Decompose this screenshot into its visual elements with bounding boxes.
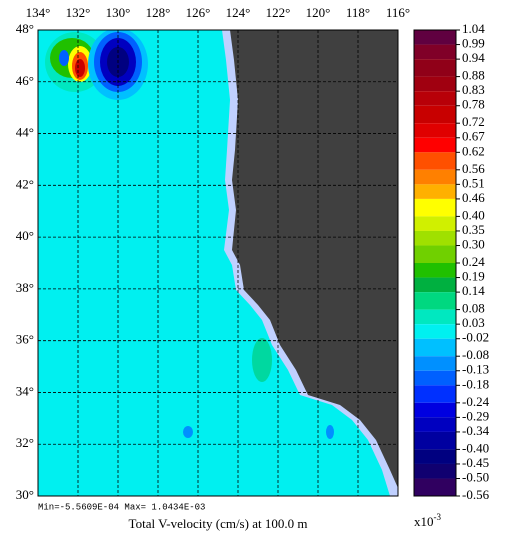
colorbar-label: 0.94 <box>462 50 485 65</box>
colorbar-band <box>414 245 456 263</box>
colorbar-band <box>414 137 456 153</box>
colorbar-band <box>414 309 456 325</box>
y-tick-label: 38° <box>16 280 34 295</box>
x-tick-label: 116° <box>386 5 410 20</box>
colorbar-label: 0.14 <box>462 283 485 298</box>
y-tick-label: 36° <box>16 332 34 347</box>
colorbar-label: 1.04 <box>462 21 485 36</box>
multiplier-base: x10 <box>414 514 434 529</box>
anomaly <box>252 338 272 382</box>
colorbar-band <box>414 59 456 77</box>
map-frame <box>37 29 399 497</box>
colorbar-label: 0.78 <box>462 97 485 112</box>
x-tick-label: 130° <box>106 5 131 20</box>
colorbar-band <box>414 449 456 464</box>
colorbar-label: -0.50 <box>462 470 489 485</box>
anomaly <box>183 426 193 438</box>
colorbar-label: -0.18 <box>462 376 489 391</box>
land <box>230 30 398 488</box>
y-tick-label: 44° <box>16 125 34 140</box>
x-tick-label: 120° <box>306 5 331 20</box>
anomaly <box>59 50 69 66</box>
colorbar-band <box>414 478 456 496</box>
colorbar-label: -0.40 <box>462 440 489 455</box>
colorbar-band <box>414 216 456 231</box>
x-tick-label: 126° <box>186 5 211 20</box>
colorbar-label: 0.08 <box>462 301 485 316</box>
colorbar-label: 0.30 <box>462 237 485 252</box>
y-tick-label: 42° <box>16 176 34 191</box>
stats: Min=-5.5609E-04 Max= 1.0434E-03 <box>38 502 205 512</box>
colorbar-band <box>414 105 456 124</box>
colorbar-band <box>414 169 456 185</box>
colorbar-label: -0.45 <box>462 455 489 470</box>
colorbar-band <box>414 123 456 138</box>
colorbar-label: 0.88 <box>462 68 485 83</box>
colorbar-band <box>414 370 456 386</box>
colorbar-band <box>414 338 456 357</box>
colorbar-label: 0.24 <box>462 254 485 269</box>
anomaly <box>326 425 334 439</box>
colorbar-band <box>414 198 456 217</box>
colorbar-label: 0.35 <box>462 222 485 237</box>
x-tick-label: 134° <box>26 5 51 20</box>
x-tick-label: 124° <box>226 5 251 20</box>
x-tick-label: 128° <box>146 5 171 20</box>
colorbar-band <box>414 463 456 479</box>
colorbar-label: -0.56 <box>462 487 490 502</box>
colorbar-label: -0.34 <box>462 423 490 438</box>
colorbar-label: 0.51 <box>462 175 485 190</box>
colorbar-label: 0.03 <box>462 315 485 330</box>
colorbar-band <box>414 76 456 92</box>
colorbar-band <box>414 431 456 450</box>
y-tick-label: 46° <box>16 73 34 88</box>
colorbar-band <box>414 30 456 45</box>
colorbar-label: 0.62 <box>462 143 485 158</box>
colorbar-band <box>414 277 456 293</box>
chart-title: Total V-velocity (cm/s) at 100.0 m <box>129 516 308 531</box>
colorbar-band <box>414 292 456 310</box>
colorbar-label: 0.56 <box>462 161 485 176</box>
colorbar-label: -0.24 <box>462 394 490 409</box>
colorbar-label: 0.83 <box>462 82 485 97</box>
y-tick-label: 30° <box>16 487 34 502</box>
colorbar-band <box>414 184 456 199</box>
x-tick-label: 122° <box>266 5 291 20</box>
colorbar-band <box>414 417 456 432</box>
y-tick-label: 40° <box>16 228 34 243</box>
colorbar-band <box>414 263 456 278</box>
y-tick-label: 48° <box>16 21 34 36</box>
x-tick-label: 132° <box>66 5 91 20</box>
colorbar-band <box>414 44 456 60</box>
colorbar-band <box>414 402 456 418</box>
y-tick-label: 34° <box>16 383 34 398</box>
colorbar-label: 0.19 <box>462 269 485 284</box>
colorbar-band <box>414 152 456 170</box>
colorbar-label: 0.99 <box>462 36 485 51</box>
colorbar-label: 0.40 <box>462 207 485 222</box>
colorbar-band <box>414 230 456 246</box>
colorbar-label: -0.13 <box>462 362 489 377</box>
map-field <box>38 30 398 496</box>
multiplier-exponent: -3 <box>434 512 442 522</box>
y-tick-label: 32° <box>16 435 34 450</box>
colorbar-label: 0.67 <box>462 129 485 144</box>
colorbar-label: 0.72 <box>462 114 485 129</box>
colorbar-band <box>414 91 456 106</box>
x-tick-label: 118° <box>346 5 370 20</box>
colorbar-label: -0.02 <box>462 330 489 345</box>
anomaly <box>75 59 85 77</box>
colorbar-label: 0.46 <box>462 190 485 205</box>
colorbar-band <box>414 324 456 339</box>
colorbar-multiplier: x10-3 <box>414 512 441 529</box>
colorbar-band <box>414 356 456 371</box>
colorbar-band <box>414 385 456 403</box>
colorbar-label: -0.29 <box>462 408 489 423</box>
colorbar-label: -0.08 <box>462 347 489 362</box>
